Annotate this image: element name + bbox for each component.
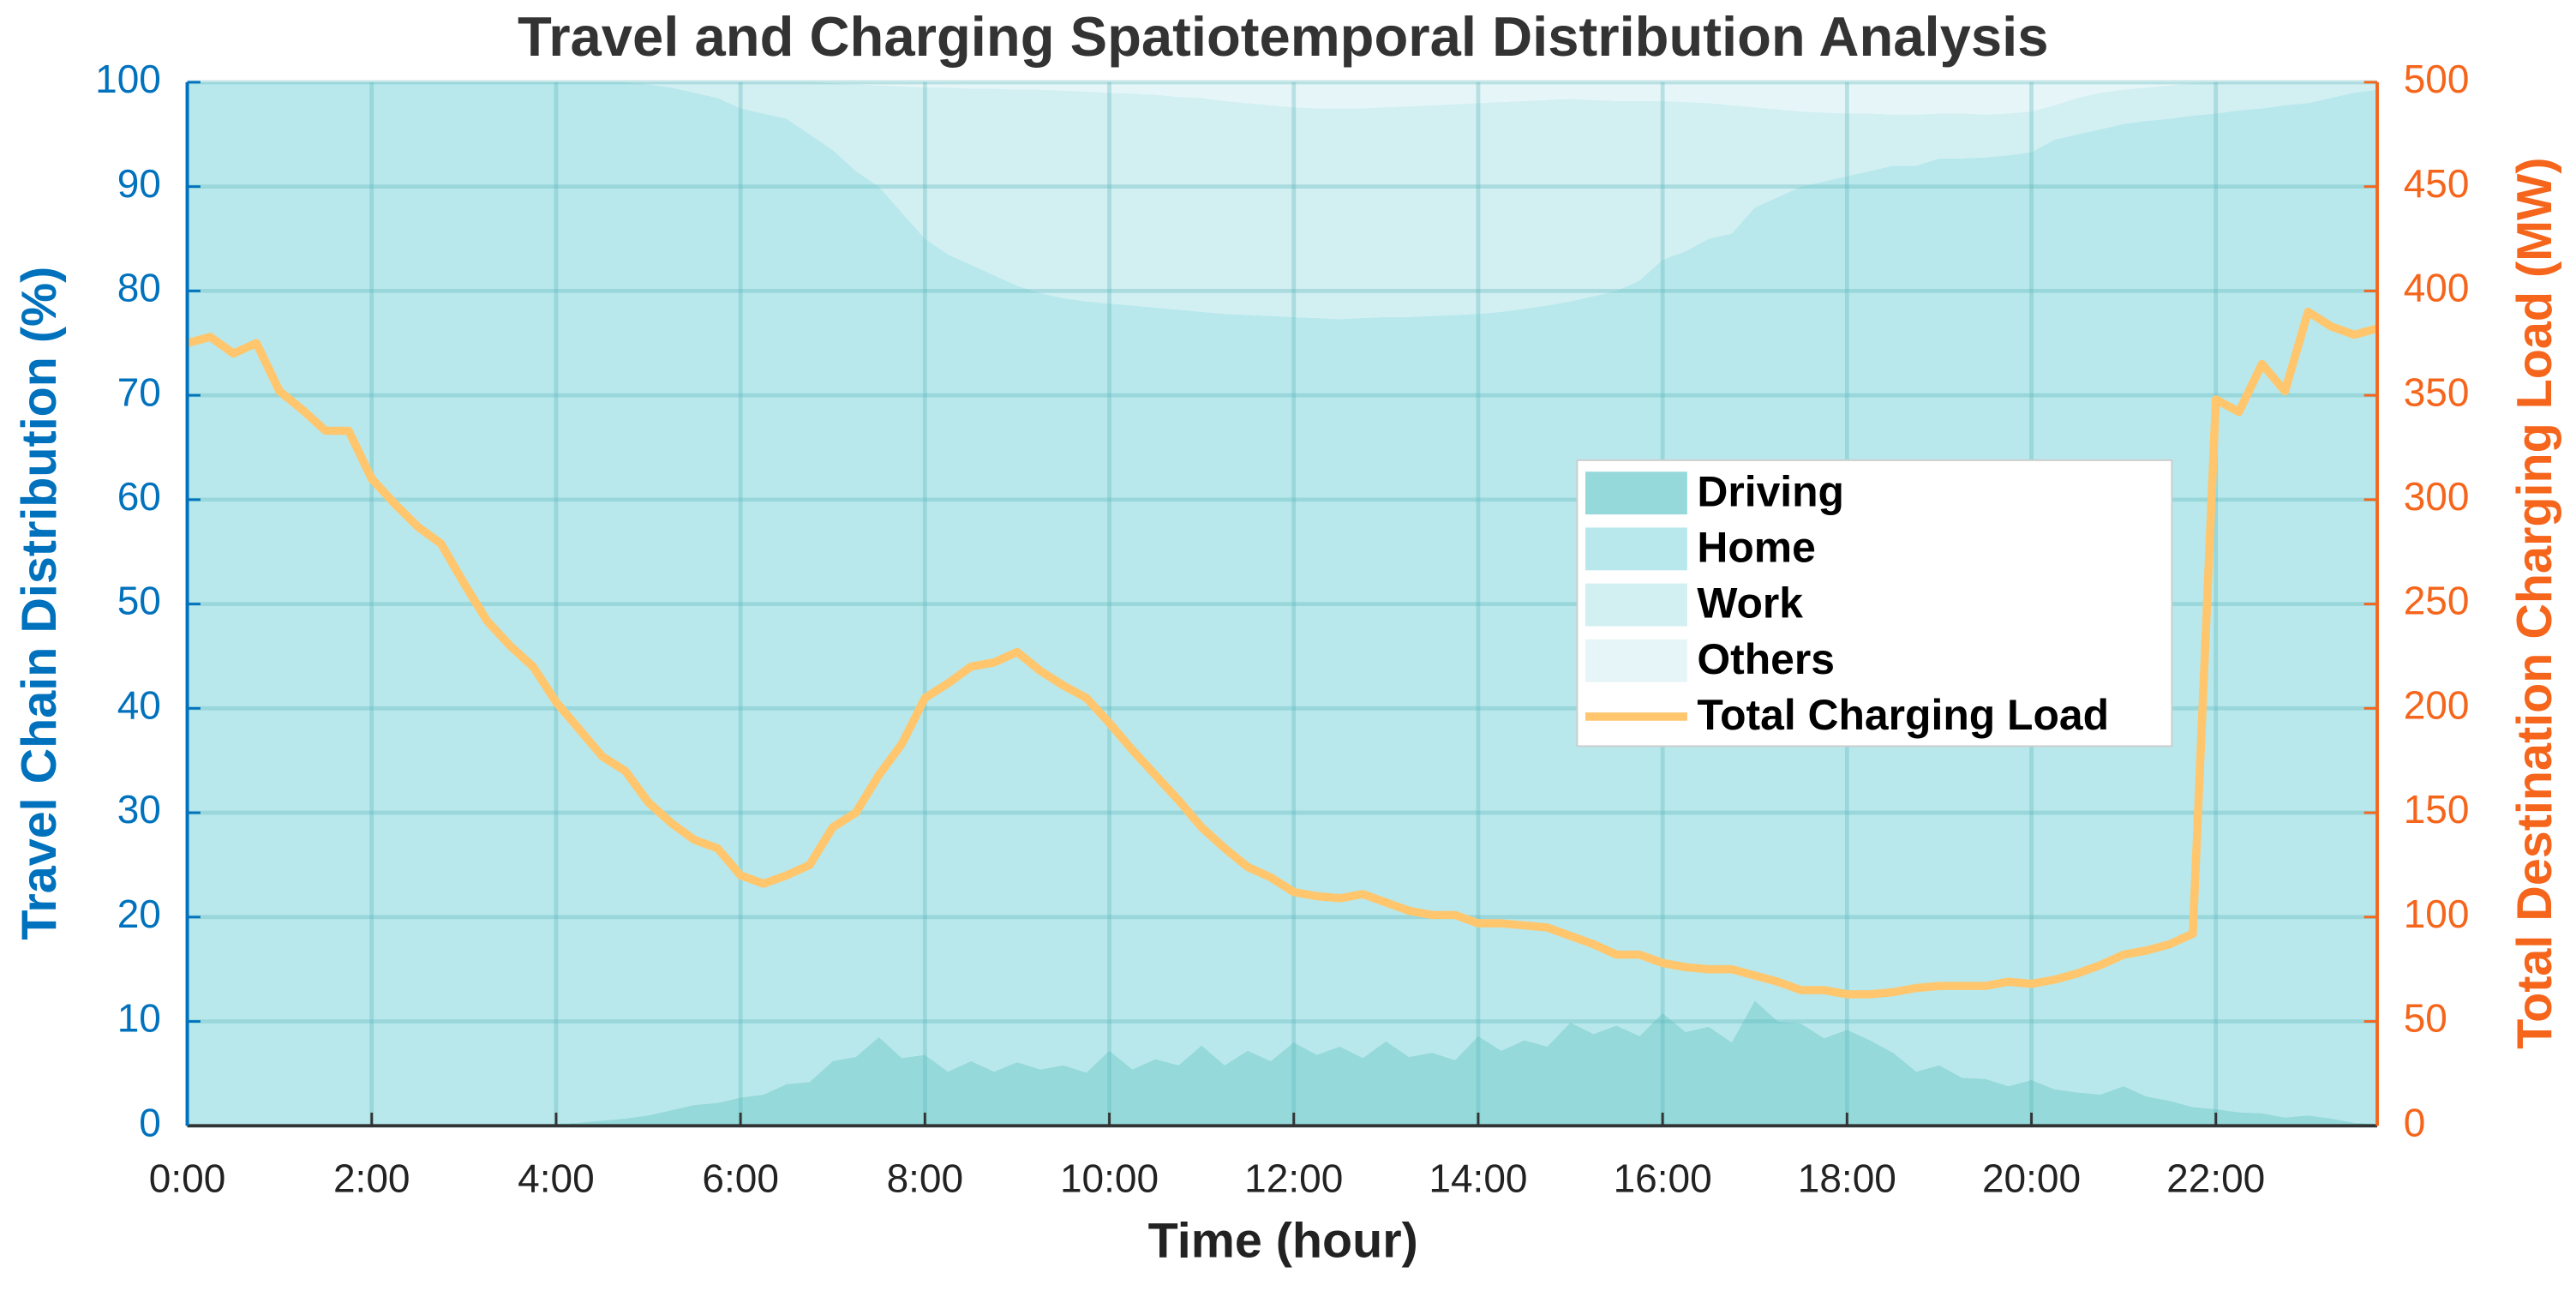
x-tick-label: 20:00 bbox=[1982, 1156, 2081, 1201]
y-tick-label: 20 bbox=[117, 892, 161, 936]
y2-tick-label: 100 bbox=[2404, 892, 2470, 936]
legend: Driving Home Work Others Total Charging Load bbox=[1576, 459, 2173, 748]
legend-swatch bbox=[1585, 639, 1687, 682]
line bbox=[186, 307, 2379, 999]
area bbox=[187, 1000, 2378, 1126]
area bbox=[187, 81, 2378, 320]
y2-tick-label: 0 bbox=[2404, 1100, 2426, 1144]
y-tick-label: 80 bbox=[117, 266, 161, 310]
area bbox=[187, 81, 2378, 115]
y2-tick-label: 350 bbox=[2404, 369, 2470, 414]
y2-tick-label: 150 bbox=[2404, 787, 2470, 832]
legend-label: Driving bbox=[1697, 467, 1844, 515]
y-tick-label: 40 bbox=[117, 682, 161, 727]
y2-tick-label: 200 bbox=[2404, 682, 2470, 727]
y2-tick-label: 50 bbox=[2404, 996, 2447, 1041]
y2-axis-label: Total Destination Charging Load (MW) bbox=[2507, 158, 2562, 1049]
y-axis-label: Travel Chain Distribution (%) bbox=[12, 267, 67, 940]
x-tick-label: 22:00 bbox=[2166, 1156, 2265, 1201]
y-tick-label: 60 bbox=[117, 474, 161, 519]
y2-tick-label: 500 bbox=[2404, 57, 2470, 101]
y-tick-label: 50 bbox=[117, 579, 161, 623]
x-tick-label: 6:00 bbox=[702, 1156, 779, 1201]
y2-tick-label: 400 bbox=[2404, 266, 2470, 310]
y-tick-label: 100 bbox=[95, 57, 161, 101]
y-tick-label: 70 bbox=[117, 369, 161, 414]
legend-label: Home bbox=[1697, 523, 1815, 571]
legend-label: Others bbox=[1697, 635, 1835, 683]
y-tick-label: 0 bbox=[139, 1100, 161, 1144]
y2-tick-label: 300 bbox=[2404, 474, 2470, 519]
x-tick-label: 10:00 bbox=[1060, 1156, 1159, 1201]
x-tick-label: 16:00 bbox=[1614, 1156, 1712, 1201]
legend-swatch bbox=[1585, 583, 1687, 627]
legend-swatch bbox=[1585, 527, 1687, 571]
y-tick-label: 10 bbox=[117, 996, 161, 1041]
x-tick-label: 8:00 bbox=[887, 1156, 964, 1201]
x-tick-label: 18:00 bbox=[1798, 1156, 1896, 1201]
x-axis-label: Time (hour) bbox=[1148, 1213, 1418, 1268]
y-tick-label: 90 bbox=[117, 161, 161, 206]
y-tick-label: 30 bbox=[117, 787, 161, 832]
axes: 0 10 20 30 40 50 60 70 80 90 100 0 50 100 150 200 250 300… bbox=[95, 57, 2469, 1201]
x-tick-label: 12:00 bbox=[1244, 1156, 1343, 1201]
y2-tick-label: 250 bbox=[2404, 579, 2470, 623]
plot-lines bbox=[186, 307, 2379, 999]
x-tick-label: 2:00 bbox=[333, 1156, 410, 1201]
x-tick-label: 4:00 bbox=[518, 1156, 595, 1201]
legend-label: Work bbox=[1697, 579, 1803, 627]
x-tick-label: 14:00 bbox=[1429, 1156, 1527, 1201]
x-tick-label: 0:00 bbox=[149, 1156, 226, 1201]
legend-swatch bbox=[1585, 471, 1687, 515]
legend-label: Total Charging Load bbox=[1697, 691, 2109, 739]
y2-tick-label: 450 bbox=[2404, 161, 2470, 206]
chart-title: Travel and Charging Spatiotemporal Distr… bbox=[518, 5, 2049, 68]
